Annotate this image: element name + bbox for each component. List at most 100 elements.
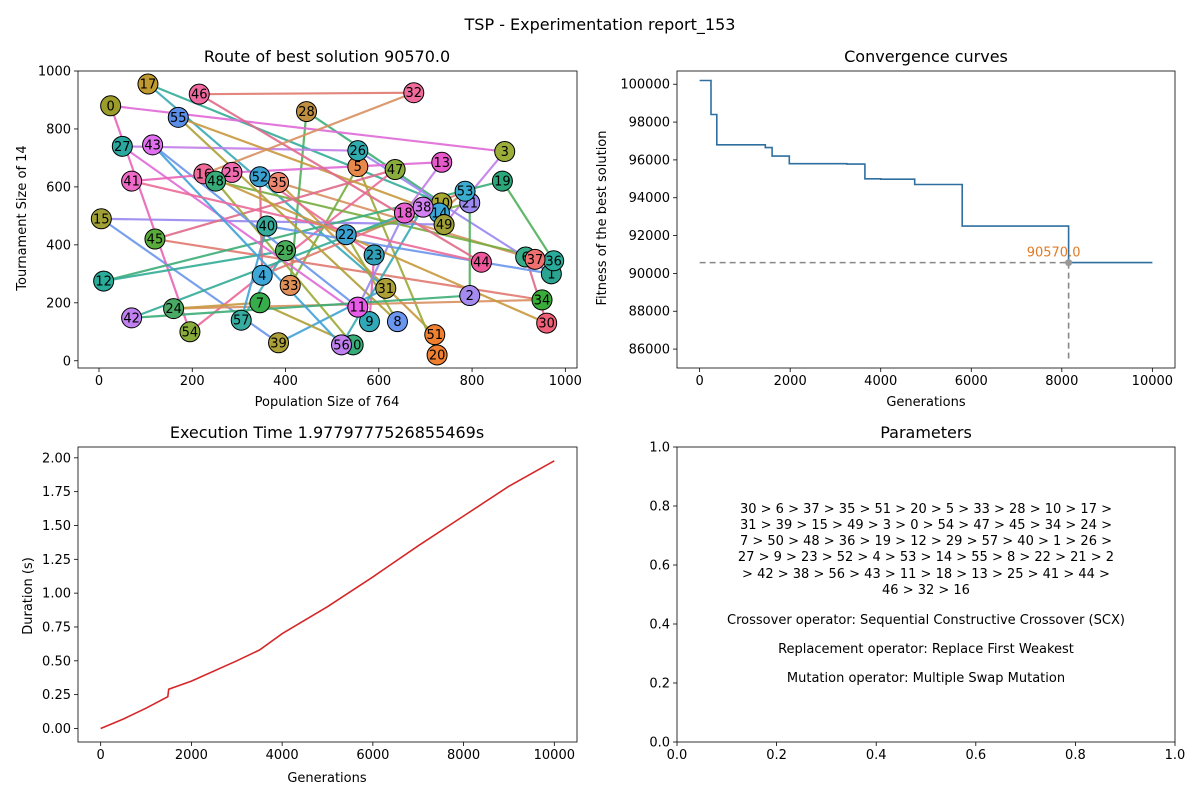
city-marker (144, 228, 166, 250)
route-segment (340, 206, 425, 346)
city-marker (347, 296, 369, 318)
city-marker (335, 224, 357, 246)
execution-y-tick-label: 0.50 (42, 654, 71, 669)
route-segment (177, 116, 399, 323)
route-y-tick-label: 1000 (38, 65, 71, 80)
city-marker (100, 95, 122, 117)
city-marker (179, 321, 201, 343)
city-marker (358, 311, 380, 333)
route-ylabel: Tournament Size of 14 (15, 145, 30, 291)
parameters-route-line: 7 > 50 > 48 > 36 > 19 > 12 > 29 > 57 > 4… (740, 534, 1112, 549)
city-marker (412, 196, 434, 218)
parameters-replacement: Replacement operator: Replace First Weak… (778, 642, 1074, 657)
city-marker (249, 292, 271, 314)
route-segment (265, 224, 553, 275)
city-label: 31 (378, 282, 395, 297)
city-label: 43 (144, 138, 161, 153)
route-segment (198, 91, 415, 96)
city-label: 39 (270, 336, 287, 351)
convergence-y-tick-label: 94000 (629, 191, 670, 206)
route-segment (130, 206, 425, 319)
city-label: 30 (538, 317, 555, 332)
execution-y-tick-label: 1.75 (42, 485, 71, 500)
route-title: Route of best solution 90570.0 (204, 47, 450, 66)
city-marker (90, 208, 112, 230)
parameters-y-tick-label: 0.6 (649, 559, 670, 574)
route-segment (501, 180, 555, 262)
figure-title: TSP - Experimentation report_153 (464, 15, 736, 35)
execution-y-tick-label: 2.00 (42, 451, 71, 466)
parameters-route-line: 27 > 9 > 23 > 52 > 4 > 53 > 14 > 55 > 8 … (738, 550, 1114, 565)
execution-x-tick-label: 10000 (534, 748, 575, 763)
execution-y-tick-label: 0.25 (42, 688, 71, 703)
city-label: 40 (259, 220, 276, 235)
convergence-xlabel: Generations (886, 395, 966, 410)
city-marker (121, 307, 143, 329)
route-y-tick-label: 200 (46, 296, 71, 311)
convergence-x-tick-label: 4000 (864, 374, 897, 389)
city-label: 23 (366, 248, 383, 263)
execution-ylabel: Duration (s) (21, 557, 36, 635)
route-xlabel: Population Size of 764 (255, 395, 400, 410)
execution-x-tick-label: 2000 (175, 748, 208, 763)
city-label: 54 (182, 325, 199, 340)
execution-axes-frame (77, 446, 578, 743)
execution-time-line (100, 460, 555, 730)
city-marker (221, 161, 243, 183)
city-label: 57 (233, 314, 250, 329)
convergence-y-tick-label: 92000 (629, 229, 670, 244)
city-label: 36 (545, 254, 562, 269)
execution-y-tick-label: 1.50 (42, 519, 71, 534)
convergence-line (699, 79, 1153, 264)
city-marker (491, 170, 513, 192)
city-marker (330, 334, 352, 356)
execution-x-tick-label: 0 (97, 748, 105, 763)
city-label: 25 (224, 166, 241, 181)
route-segment (121, 145, 371, 323)
parameters-x-tick-label: 0.2 (766, 748, 787, 763)
parameters-route-line: > 42 > 38 > 56 > 43 > 11 > 18 > 13 > 25 … (742, 567, 1110, 582)
convergence-y-tick-label: 90000 (629, 267, 670, 282)
city-label: 49 (436, 218, 453, 233)
route-axes-frame (77, 70, 578, 369)
parameters-x-tick-label: 0.8 (1065, 748, 1086, 763)
convergence-y-tick-label: 100000 (620, 78, 670, 93)
city-label: 52 (252, 170, 269, 185)
parameters-panel: Parameters 30 > 6 > 37 > 35 > 51 > 20 > … (649, 423, 1185, 763)
parameters-crossover: Crossover operator: Sequential Construct… (727, 613, 1125, 628)
parameters-route-line: 46 > 32 > 16 (882, 583, 970, 598)
parameters-y-tick-label: 0.2 (649, 677, 670, 692)
route-segment (214, 180, 355, 346)
city-label: 37 (527, 253, 544, 268)
parameters-y-tick-label: 0.0 (649, 736, 670, 751)
convergence-x-tick-label: 0 (695, 374, 703, 389)
city-label: 51 (426, 328, 443, 343)
city-label: 53 (457, 185, 474, 200)
city-label: 27 (114, 140, 131, 155)
route-segment (130, 294, 471, 319)
city-label: 19 (494, 175, 511, 190)
parameters-y-tick-label: 0.8 (649, 500, 670, 515)
parameters-y-tick-label: 0.4 (649, 618, 670, 633)
parameters-x-tick-label: 0.6 (965, 748, 986, 763)
city-marker (384, 159, 406, 181)
convergence-y-tick-label: 98000 (629, 116, 670, 131)
route-x-tick-label: 200 (180, 374, 205, 389)
city-label: 32 (406, 86, 423, 101)
route-y-tick-label: 800 (46, 122, 71, 137)
city-marker (470, 251, 492, 273)
parameters-x-tick-label: 1.0 (1165, 748, 1186, 763)
city-label: 9 (365, 315, 373, 330)
city-marker (93, 270, 115, 292)
route-segment (177, 116, 441, 215)
route-segment (356, 165, 439, 357)
city-label: 11 (350, 301, 367, 316)
convergence-x-tick-label: 10000 (1132, 374, 1173, 389)
execution-y-tick-label: 0.75 (42, 620, 71, 635)
city-marker (111, 135, 133, 157)
route-segment (305, 110, 443, 204)
convergence-y-tick-label: 96000 (629, 153, 670, 168)
city-marker (268, 332, 290, 354)
best-fitness-point (1065, 259, 1073, 267)
city-marker (296, 101, 318, 123)
